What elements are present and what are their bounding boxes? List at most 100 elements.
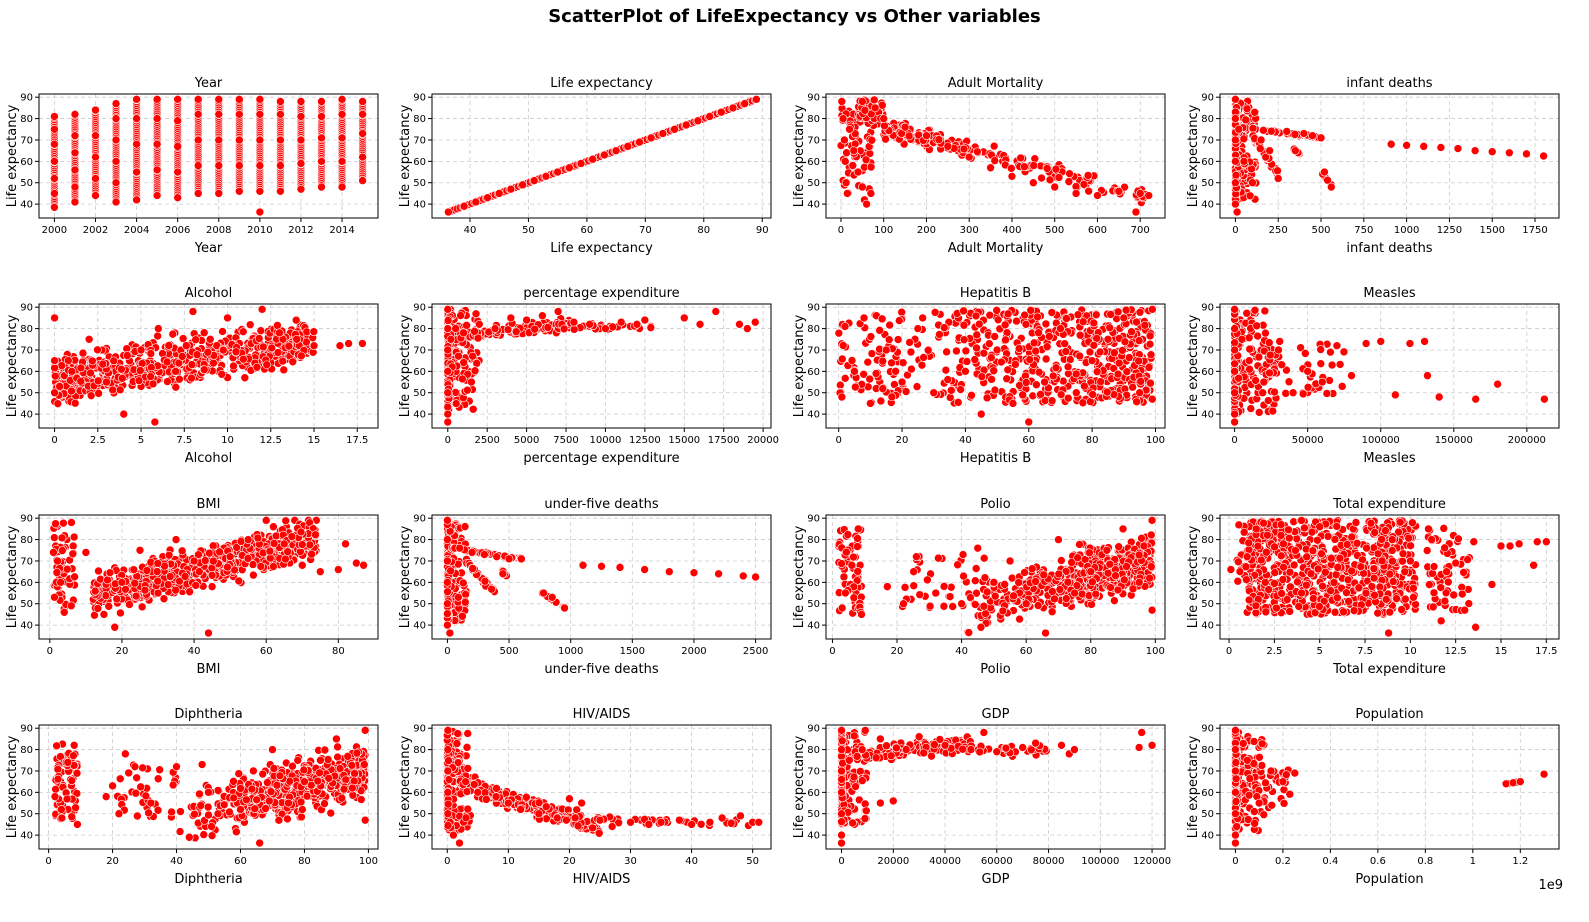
scatter-point	[232, 543, 242, 552]
scatter-point	[111, 135, 121, 145]
scatter-point	[887, 392, 897, 402]
scatter-point	[90, 610, 99, 620]
scatter-point	[58, 546, 67, 555]
scatter-point	[867, 135, 877, 145]
scatter-point	[870, 103, 880, 113]
x-tick-label: 2006	[165, 225, 190, 236]
scatter-point	[1270, 387, 1279, 397]
scatter-point	[249, 570, 258, 580]
scatter-point	[1029, 161, 1039, 170]
scatter-point	[1261, 328, 1270, 338]
scatter-point	[296, 135, 306, 145]
points-layer	[836, 95, 1154, 217]
scatter-point	[1322, 389, 1332, 398]
axes-frame	[38, 514, 379, 640]
points-layer	[443, 305, 760, 427]
scatter-point	[193, 161, 203, 170]
scatter-point	[284, 341, 294, 351]
scatter-point	[1040, 377, 1049, 387]
y-tick-label: 90	[1201, 93, 1214, 104]
y-tick-label: 60	[20, 578, 33, 589]
scatter-point	[281, 554, 290, 564]
axes-frame	[1219, 303, 1560, 429]
subplot-10: 0 500 1000 1500 2000 2500405060708090under-fi…	[398, 497, 772, 677]
scatter-point	[1095, 347, 1105, 357]
scatter-point	[208, 541, 218, 551]
scatter-point	[1048, 371, 1058, 381]
scatter-point	[878, 356, 888, 366]
scatter-point	[98, 359, 108, 369]
scatter-point	[256, 562, 266, 571]
scatter-point	[728, 103, 738, 113]
scatter-point	[1493, 379, 1502, 389]
y-tick-label: 70	[20, 135, 33, 146]
x-axis-label: Alcohol	[185, 451, 232, 466]
scatter-point	[1247, 164, 1256, 174]
scatter-point	[559, 324, 569, 334]
scatter-point	[1062, 314, 1071, 323]
x-axis-label: percentage expenditure	[523, 451, 679, 466]
scatter-point	[1291, 146, 1300, 155]
y-tick-label: 60	[1201, 367, 1214, 378]
scatter-point	[462, 321, 471, 330]
figure-title: ScatterPlot of LifeExpectancy vs Other v…	[548, 6, 1041, 27]
x-tick-label: 20000	[747, 435, 779, 446]
scatter-point	[876, 396, 886, 406]
scatter-point	[90, 586, 100, 596]
scatter-point	[193, 135, 203, 145]
scatter-point	[267, 343, 277, 353]
scatter-point	[443, 388, 453, 398]
scatter-point	[111, 114, 121, 123]
y-tick-label: 90	[20, 303, 33, 314]
scatter-point	[154, 324, 163, 333]
scatter-point	[109, 356, 119, 366]
scatter-point	[50, 363, 59, 373]
scatter-point	[1296, 343, 1305, 352]
subplot-title: Adult Mortality	[948, 76, 1044, 91]
scatter-point	[1244, 333, 1254, 343]
scatter-point	[278, 356, 288, 366]
scatter-point	[470, 366, 480, 376]
x-tick-label: 17.5	[346, 435, 368, 446]
scatter-point	[1230, 409, 1239, 419]
x-tick-label: 60	[1022, 435, 1035, 446]
scatter-point	[243, 554, 253, 563]
scatter-point	[1419, 142, 1429, 151]
axes-frame	[431, 93, 772, 219]
x-tick-label: 400	[1002, 225, 1021, 236]
scatter-point	[1064, 177, 1074, 186]
scatter-point	[1420, 337, 1429, 346]
x-tick-label: 12500	[629, 435, 661, 446]
scatter-point	[842, 148, 851, 158]
scatter-point	[953, 398, 963, 407]
scatter-point	[530, 324, 540, 334]
scatter-point	[979, 348, 989, 358]
scatter-point	[1326, 182, 1336, 192]
scatter-point	[1337, 382, 1347, 391]
scatter-point	[934, 135, 944, 144]
scatter-point	[974, 319, 984, 329]
scatter-point	[178, 334, 188, 343]
y-axis-label: Life expectancy	[1186, 104, 1201, 207]
scatter-point	[1089, 341, 1099, 350]
scatter-point	[616, 317, 626, 327]
scatter-point	[834, 328, 844, 338]
scatter-point	[838, 114, 848, 123]
scatter-point	[1259, 377, 1269, 387]
scatter-point	[1471, 394, 1481, 404]
y-tick-label: 50	[1201, 178, 1214, 189]
scatter-point	[1025, 355, 1035, 364]
scatter-point	[93, 604, 103, 613]
x-tick-label: 200000	[1508, 435, 1546, 446]
scatter-point	[705, 112, 714, 121]
scatter-point	[984, 339, 994, 348]
scatter-point	[311, 530, 320, 539]
scatter-point	[905, 338, 914, 347]
scatter-point	[1078, 398, 1088, 408]
x-tick-label: 1750	[1522, 225, 1547, 236]
scatter-point	[1261, 152, 1271, 162]
scatter-point	[1079, 180, 1089, 189]
scatter-point	[961, 367, 970, 376]
scatter-point	[1301, 349, 1310, 358]
